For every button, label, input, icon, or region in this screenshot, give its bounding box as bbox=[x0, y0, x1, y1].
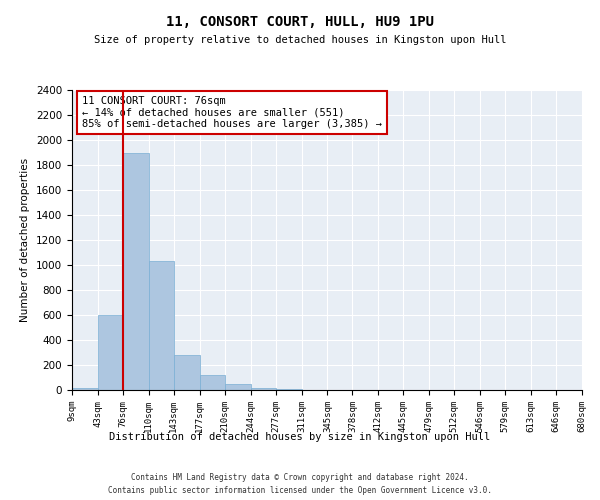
Bar bbox=[72, 388, 98, 390]
Text: Contains HM Land Registry data © Crown copyright and database right 2024.: Contains HM Land Registry data © Crown c… bbox=[131, 472, 469, 482]
Bar bbox=[123, 152, 149, 390]
Bar bbox=[251, 388, 275, 390]
Bar bbox=[200, 375, 225, 390]
Bar bbox=[174, 355, 200, 390]
Text: Contains public sector information licensed under the Open Government Licence v3: Contains public sector information licen… bbox=[108, 486, 492, 495]
Text: 11, CONSORT COURT, HULL, HU9 1PU: 11, CONSORT COURT, HULL, HU9 1PU bbox=[166, 15, 434, 29]
Bar bbox=[98, 315, 123, 390]
Bar bbox=[149, 261, 174, 390]
Text: Size of property relative to detached houses in Kingston upon Hull: Size of property relative to detached ho… bbox=[94, 35, 506, 45]
Text: Distribution of detached houses by size in Kingston upon Hull: Distribution of detached houses by size … bbox=[109, 432, 491, 442]
Text: 11 CONSORT COURT: 76sqm
← 14% of detached houses are smaller (551)
85% of semi-d: 11 CONSORT COURT: 76sqm ← 14% of detache… bbox=[82, 96, 382, 129]
Y-axis label: Number of detached properties: Number of detached properties bbox=[20, 158, 31, 322]
Bar bbox=[225, 384, 251, 390]
